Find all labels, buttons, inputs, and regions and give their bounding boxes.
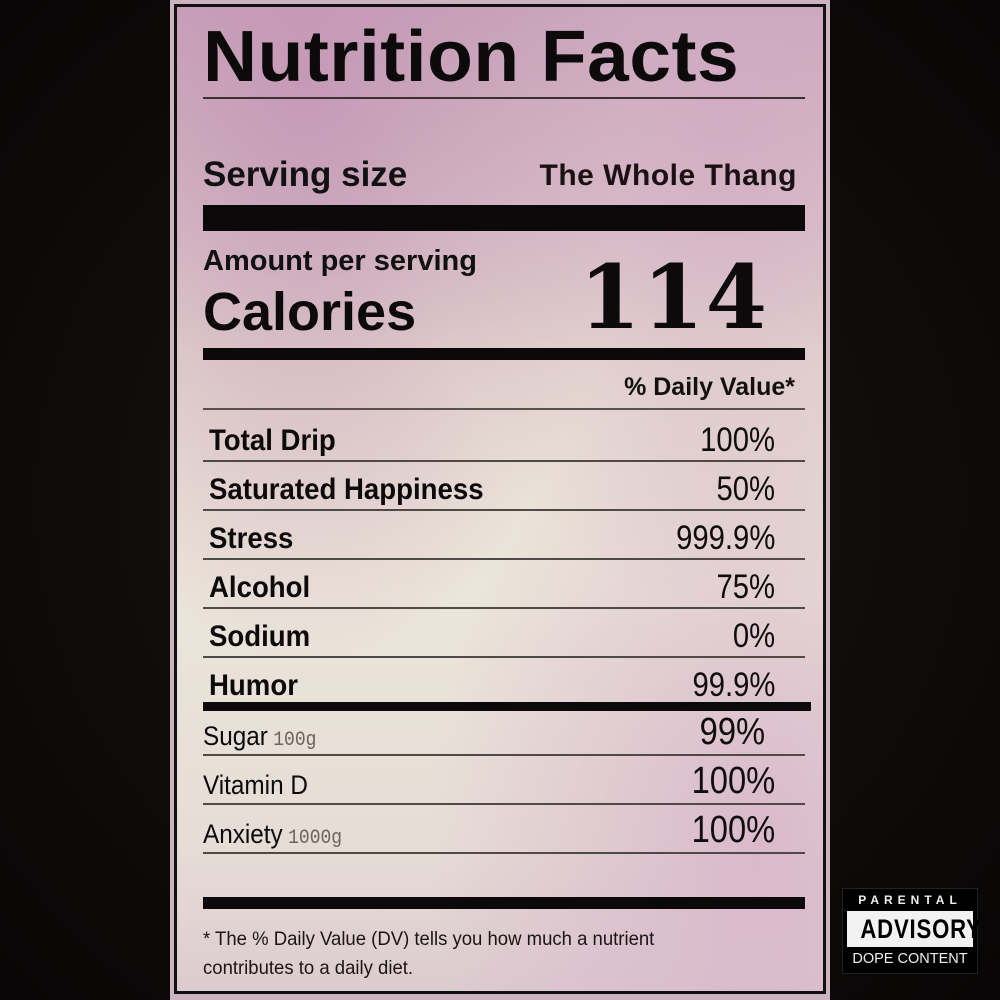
serving-size-value: The Whole Thang xyxy=(539,159,797,192)
nutrient-dv: 99.9% xyxy=(692,666,775,704)
row-divider xyxy=(203,754,805,756)
row-divider xyxy=(203,656,805,658)
nutrient-dv: 999.9% xyxy=(675,519,775,557)
nutrient-name: Sugar 100g xyxy=(203,721,317,752)
nutrient-row-sugar: Sugar 100g 99% xyxy=(203,705,805,756)
nutrient-dv: 100% xyxy=(691,760,775,802)
serving-size-label: Serving size xyxy=(203,155,408,194)
nutrient-amount: 1000g xyxy=(288,827,343,850)
footnote-line-1: * The % Daily Value (DV) tells you how m… xyxy=(203,928,655,950)
row-divider xyxy=(203,803,805,805)
footnote: * The % Daily Value (DV) tells you how m… xyxy=(203,925,654,983)
amount-per-serving-label: Amount per serving xyxy=(203,245,477,277)
nutrient-amount: 100g xyxy=(273,729,317,752)
title-rule xyxy=(203,97,805,99)
advisory-middle-box: ADVISORY xyxy=(847,911,981,947)
nutrient-row-vitamin-d: Vitamin D 100% xyxy=(203,754,805,805)
daily-value-header: % Daily Value* xyxy=(624,373,795,401)
advisory-bottom-text: DOPE CONTENT xyxy=(852,951,968,967)
row-divider xyxy=(203,509,805,511)
nutrient-name: Total Drip xyxy=(209,424,336,457)
thick-divider-top xyxy=(203,205,805,231)
parental-advisory-badge: PARENTAL ADVISORY DOPE CONTENT xyxy=(842,888,981,974)
nutrient-name: Saturated Happiness xyxy=(209,473,484,506)
nutrient-row-sodium: Sodium 0% xyxy=(203,607,805,658)
nutrient-row-stress: Stress 999.9% xyxy=(203,509,805,560)
advisory-middle-text: ADVISORY xyxy=(860,914,982,944)
nutrient-row-alcohol: Alcohol 75% xyxy=(203,558,805,609)
nutrient-name: Vitamin D xyxy=(203,770,308,800)
nutrient-name: Anxiety 1000g xyxy=(203,819,343,850)
advisory-top-text: PARENTAL xyxy=(858,893,962,907)
nutrient-row-anxiety: Anxiety 1000g 100% xyxy=(203,803,805,854)
calories-label: Calories xyxy=(203,282,417,342)
nutrient-name: Sodium xyxy=(209,620,311,653)
calories-divider xyxy=(203,348,805,360)
major-minor-divider xyxy=(203,702,811,711)
row-divider xyxy=(203,460,805,462)
nutrient-dv: 75% xyxy=(716,568,775,606)
calories-value: 114 xyxy=(579,245,769,349)
nutrient-dv: 100% xyxy=(700,421,775,459)
label-title: Nutrition Facts xyxy=(203,17,740,97)
dv-header-rule xyxy=(203,408,805,410)
nutrition-facts-label: Nutrition Facts Serving size The Whole T… xyxy=(174,4,826,994)
nutrient-dv: 0% xyxy=(732,617,775,655)
nutrient-name: Stress xyxy=(209,522,294,555)
nutrient-dv: 100% xyxy=(691,809,775,851)
row-divider xyxy=(203,558,805,560)
nutrient-name: Alcohol xyxy=(209,571,311,604)
row-divider xyxy=(203,607,805,609)
footnote-line-2: contributes to a daily diet. xyxy=(203,957,414,979)
nutrient-dv: 50% xyxy=(716,470,775,508)
nutrient-row-total-drip: Total Drip 100% xyxy=(203,411,805,462)
nutrient-dv: 99% xyxy=(699,711,765,753)
nutrient-row-saturated-happiness: Saturated Happiness 50% xyxy=(203,460,805,511)
nutrient-name: Humor xyxy=(209,669,298,702)
row-divider xyxy=(203,852,805,854)
nutrient-row-humor: Humor 99.9% xyxy=(203,656,805,705)
footnote-divider xyxy=(203,897,805,909)
